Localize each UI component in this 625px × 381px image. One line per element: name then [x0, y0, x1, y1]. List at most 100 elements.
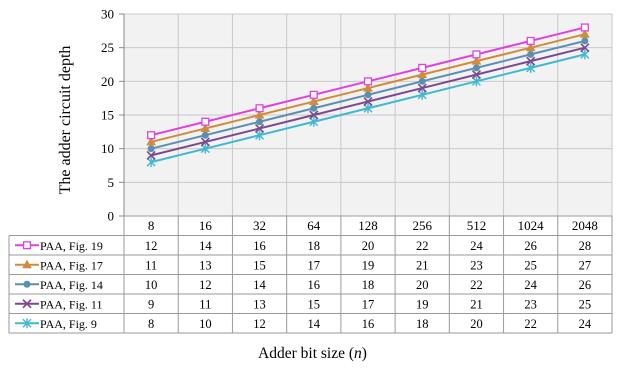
- series-marker: [471, 76, 481, 87]
- series-marker: [146, 150, 156, 160]
- series-marker: [472, 50, 481, 59]
- series-marker: [580, 29, 590, 38]
- x-tick-label: 256: [412, 218, 432, 233]
- series-marker: [309, 110, 319, 120]
- series-marker: [580, 43, 590, 53]
- series-marker: [417, 89, 427, 100]
- data-cell: 26: [524, 239, 537, 253]
- x-tick-label: 16: [199, 218, 213, 233]
- series-marker: [200, 123, 211, 132]
- data-cell: 26: [579, 278, 592, 292]
- x-tick-label: 32: [253, 218, 266, 233]
- series-marker: [254, 109, 265, 119]
- series-marker: [147, 145, 155, 153]
- data-cell: 16: [253, 239, 266, 253]
- series-marker: [417, 83, 427, 93]
- series-marker: [580, 49, 590, 60]
- y-tick-label: 15: [101, 108, 114, 123]
- series-marker: [201, 131, 209, 139]
- series-marker: [147, 131, 156, 140]
- data-cell: 27: [579, 258, 592, 272]
- y-tick-label: 30: [101, 7, 114, 22]
- series-marker: [418, 63, 427, 72]
- data-cell: 17: [308, 258, 321, 272]
- data-cell: 24: [524, 278, 537, 292]
- series-marker: [527, 50, 535, 58]
- data-cell: 21: [416, 258, 429, 272]
- data-cell: 16: [308, 278, 321, 292]
- series-marker: [22, 299, 32, 309]
- data-cell: 9: [148, 297, 154, 311]
- series-marker: [146, 136, 156, 146]
- data-cell: 12: [199, 278, 212, 292]
- data-cell: 23: [524, 297, 537, 311]
- series-marker: [364, 91, 372, 99]
- series-marker: [580, 23, 589, 32]
- y-tick-label: 10: [101, 141, 114, 156]
- series-name: PAA, Fig. 14: [40, 278, 103, 292]
- y-axis-label: The adder circuit depth: [57, 46, 74, 195]
- series-marker: [526, 56, 536, 66]
- data-cell: 11: [145, 258, 157, 272]
- x-tick-label: 64: [307, 218, 321, 233]
- series-marker: [363, 83, 373, 92]
- series-marker: [472, 64, 480, 72]
- data-cell: 13: [199, 258, 212, 272]
- data-cell: 12: [253, 317, 266, 331]
- data-cell: 20: [362, 239, 375, 253]
- series-marker: [200, 143, 210, 154]
- series-marker: [22, 259, 32, 269]
- data-cell: 12: [145, 239, 158, 253]
- series-marker: [363, 103, 373, 114]
- x-axis-label-text: Adder bit size: [258, 345, 345, 362]
- series-marker: [363, 96, 373, 107]
- data-cell: 8: [148, 317, 154, 331]
- data-cell: 16: [362, 317, 375, 331]
- y-tick-label: 25: [101, 40, 114, 55]
- data-cell: 17: [362, 297, 375, 311]
- data-cell: 22: [470, 278, 483, 292]
- data-cell: 18: [308, 239, 321, 253]
- data-cell: 11: [199, 297, 211, 311]
- data-cell: 14: [253, 278, 266, 292]
- y-tick-label: 20: [101, 74, 114, 89]
- series-marker: [309, 90, 318, 99]
- y-tick-label: 5: [108, 175, 115, 190]
- series-marker: [256, 118, 264, 126]
- series-marker: [525, 42, 536, 52]
- series-marker: [22, 318, 32, 329]
- data-cell: 25: [579, 297, 592, 311]
- series-marker: [581, 37, 589, 45]
- x-axis-label: Adder bit size (n): [258, 345, 367, 362]
- series-marker: [310, 104, 318, 112]
- data-cell: 15: [253, 258, 266, 272]
- series-name: PAA, Fig. 17: [40, 258, 103, 272]
- data-cell: 20: [470, 317, 483, 331]
- series-marker: [418, 77, 426, 85]
- x-tick-label: 2048: [572, 218, 598, 233]
- x-axis-label-variable: n: [354, 345, 362, 362]
- data-cell: 15: [308, 297, 321, 311]
- series-marker: [417, 69, 428, 79]
- data-cell: 19: [362, 258, 375, 272]
- series-marker: [201, 117, 210, 126]
- data-cell: 23: [470, 258, 483, 272]
- data-cell: 24: [470, 239, 483, 253]
- series-marker: [471, 70, 482, 80]
- data-cell: 22: [524, 317, 537, 331]
- data-cell: 13: [253, 297, 266, 311]
- data-cell: 10: [145, 278, 158, 292]
- plot-area: 0 5 10 15 20 25 30: [101, 7, 613, 224]
- series-marker: [200, 137, 210, 147]
- data-cell: 22: [416, 239, 429, 253]
- data-cell: 21: [470, 297, 483, 311]
- series-marker: [526, 36, 535, 45]
- data-cell: 20: [416, 278, 429, 292]
- x-tick-label: 128: [358, 218, 378, 233]
- series-name: PAA, Fig. 19: [40, 239, 103, 253]
- data-cell: 24: [579, 317, 592, 331]
- y-tick-label: 0: [108, 209, 115, 224]
- series-marker: [146, 157, 156, 168]
- data-cell: 28: [579, 239, 592, 253]
